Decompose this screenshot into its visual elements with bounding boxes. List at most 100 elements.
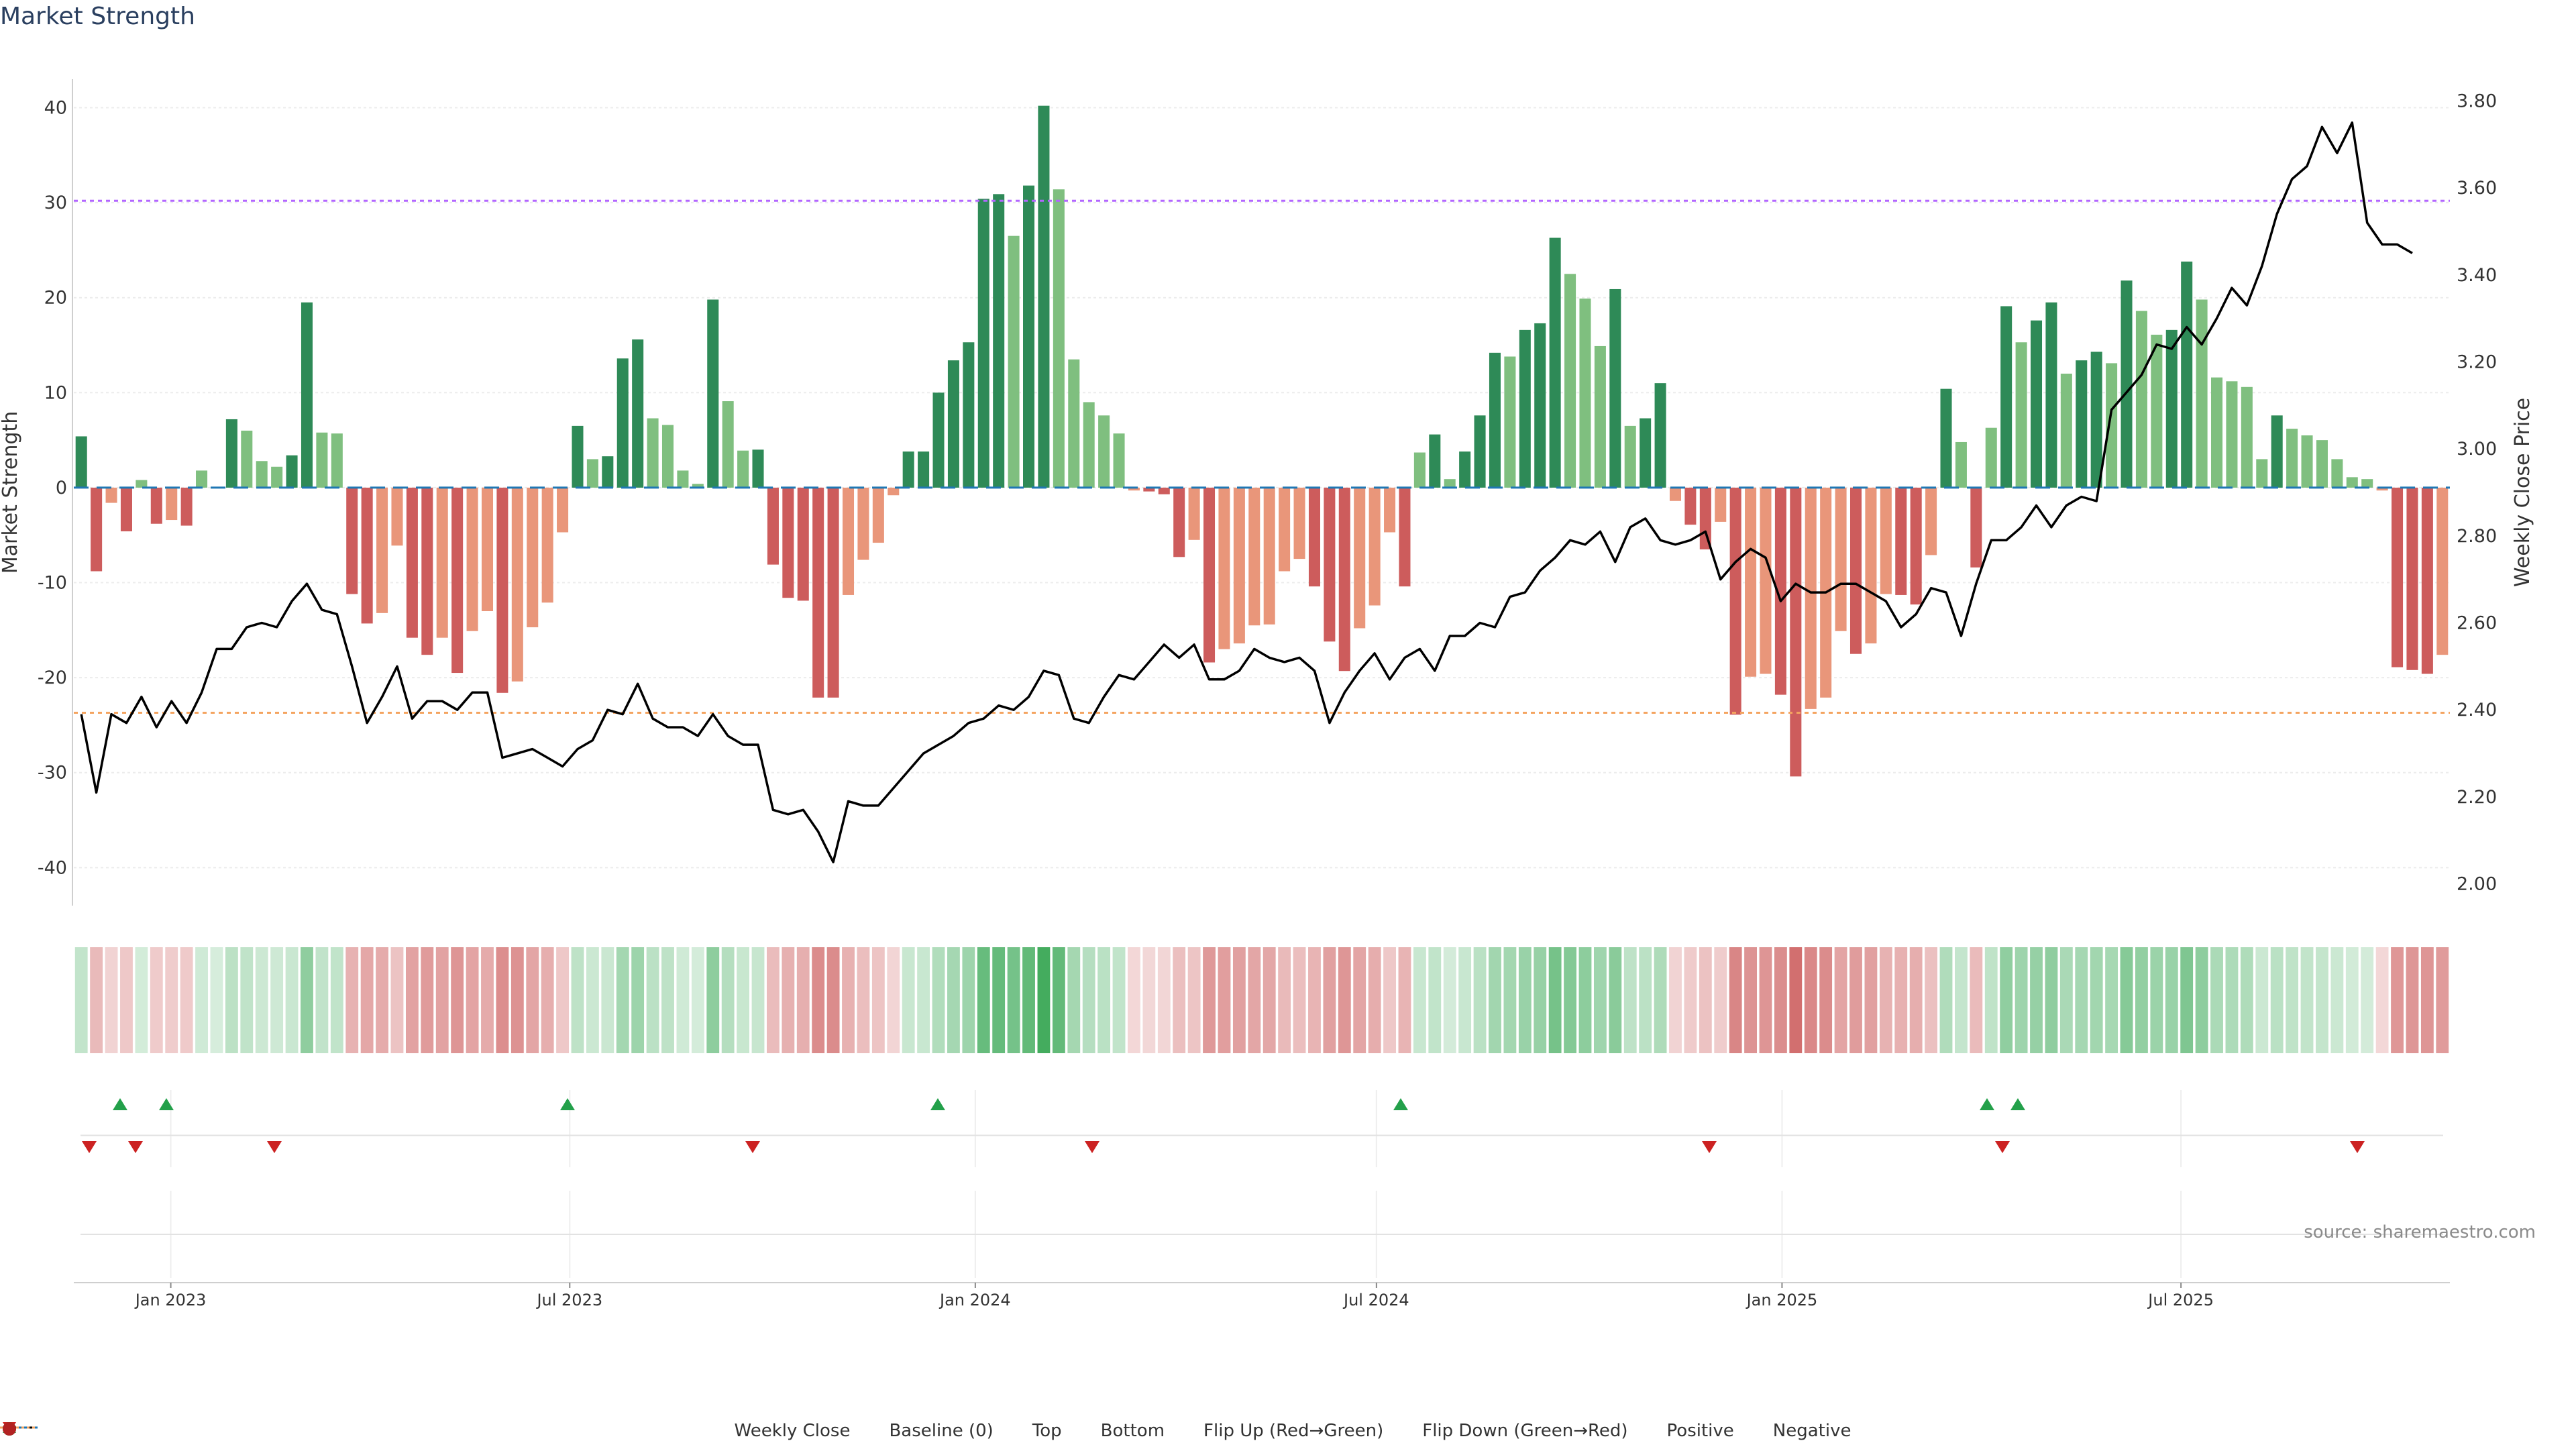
heat-cell [1984, 947, 1998, 1053]
strength-bar [436, 487, 448, 638]
strength-bar [1098, 415, 1110, 488]
heat-cell [1939, 947, 1953, 1053]
heat-cell [2120, 947, 2133, 1053]
legend-label: Bottom [1100, 1421, 1165, 1441]
heat-cell [646, 947, 659, 1053]
strength-bar [1745, 487, 1757, 677]
heat-cell [1293, 947, 1306, 1053]
heat-cell [1052, 947, 1065, 1053]
strength-bar [1263, 487, 1275, 625]
heat-cell [932, 947, 945, 1053]
heat-cell [2391, 947, 2404, 1053]
y-tick-label: -40 [38, 857, 67, 878]
strength-bar [1413, 452, 1426, 488]
strength-bar [1609, 288, 1621, 488]
heat-cell [105, 947, 118, 1053]
y-tick-label: 40 [44, 97, 67, 118]
heat-cell [737, 947, 750, 1053]
strength-bar [616, 358, 629, 488]
strength-bar [2316, 440, 2328, 488]
y2-tick-label: 3.60 [2457, 178, 2497, 199]
heat-cell [1218, 947, 1231, 1053]
heat-cell [2165, 947, 2178, 1053]
strength-bar [1248, 487, 1260, 626]
heat-cell [1067, 947, 1081, 1053]
heat-cell [2000, 947, 2013, 1053]
heat-cell [360, 947, 374, 1053]
strength-bar [586, 459, 598, 488]
strength-bar [2196, 299, 2208, 488]
strength-bar [286, 455, 298, 488]
y-tick-label: -10 [38, 573, 67, 594]
heat-cell [390, 947, 404, 1053]
strength-bar [1715, 487, 1727, 522]
heat-cell [842, 947, 855, 1053]
flip-up-marker [113, 1098, 127, 1110]
strength-bar [150, 487, 162, 524]
heat-cell [1248, 947, 1261, 1053]
x-tick-label: Jul 2024 [1342, 1291, 1409, 1309]
heat-cell [1534, 947, 1547, 1053]
heat-cell [1458, 947, 1472, 1053]
heat-cell [1413, 947, 1426, 1053]
strength-bar [2376, 487, 2388, 491]
heat-cell [195, 947, 208, 1053]
strength-bar [647, 418, 659, 488]
heat-cell [2090, 947, 2103, 1053]
strength-bar [572, 425, 584, 488]
strength-bar [1489, 352, 1501, 488]
strength-bar [932, 392, 945, 488]
source-note: source: sharemaestro.com [2304, 1222, 2536, 1242]
heat-cell [526, 947, 539, 1053]
heat-cell [1564, 947, 1576, 1053]
heat-cell [1097, 947, 1111, 1053]
strength-bar [2181, 261, 2193, 488]
strength-bar [406, 487, 418, 638]
x-tick-label: Jul 2025 [2147, 1291, 2214, 1309]
heat-cell [74, 947, 88, 1053]
strength-bar [1308, 487, 1320, 587]
heat-cell [977, 947, 990, 1053]
flip-up-marker [930, 1098, 945, 1110]
strength-bar [2436, 487, 2449, 655]
strength-bar [451, 487, 464, 674]
strength-bar [2015, 342, 2027, 488]
x-tick-label: Jan 2023 [134, 1291, 207, 1309]
heat-cell [285, 947, 299, 1053]
strength-bar [1849, 487, 1862, 654]
legend-item: Bottom [0, 1421, 1165, 1441]
heat-cell [691, 947, 704, 1053]
strength-bar [2211, 377, 2223, 488]
heat-cell [451, 947, 464, 1053]
y2-tick-label: 3.40 [2457, 265, 2497, 286]
heat-cell [812, 947, 825, 1053]
flip-down-marker [745, 1141, 760, 1153]
strength-bar [466, 487, 478, 631]
strength-bar [1895, 487, 1907, 595]
flip-down-marker [2350, 1141, 2365, 1153]
strength-bar [2106, 363, 2118, 488]
heat-cell [435, 947, 449, 1053]
flip-down-marker [267, 1141, 282, 1153]
strength-bar [947, 360, 959, 488]
heat-cell [2316, 947, 2328, 1053]
strength-bar [1158, 487, 1170, 494]
flip-up-marker [159, 1098, 174, 1110]
strength-bar [977, 199, 989, 488]
heat-cell [2059, 947, 2073, 1053]
heat-cell [556, 947, 569, 1053]
legend-item: Positive [3, 1421, 1734, 1441]
heat-cell [1894, 947, 1908, 1053]
strength-bar [1324, 487, 1336, 642]
flip-down-marker [128, 1141, 143, 1153]
heat-cell [301, 947, 313, 1053]
heat-cell [962, 947, 975, 1053]
heat-cell [2345, 947, 2359, 1053]
heat-cell [601, 947, 614, 1053]
strength-bar [1218, 487, 1230, 649]
strength-bar [872, 487, 884, 543]
heat-cell [571, 947, 584, 1053]
heat-cell [1203, 947, 1216, 1053]
heat-cell [992, 947, 1006, 1053]
